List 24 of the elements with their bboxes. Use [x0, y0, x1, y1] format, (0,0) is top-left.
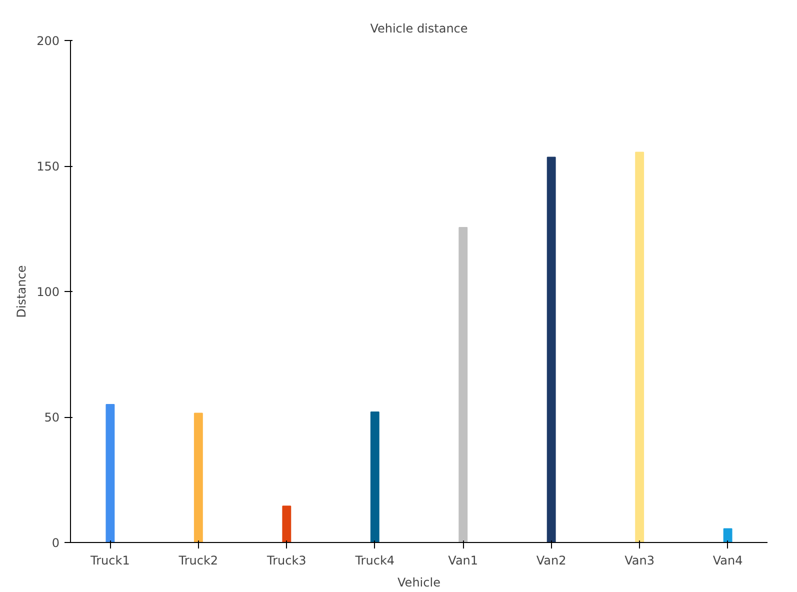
bar	[635, 152, 644, 542]
y-tick-label: 200	[36, 34, 60, 48]
bar	[458, 226, 468, 542]
x-tick-label: Van3	[624, 554, 655, 568]
x-tick-label: Truck2	[178, 554, 218, 568]
y-tick-label: 100	[36, 285, 60, 299]
bar	[194, 412, 203, 542]
bar	[546, 156, 556, 542]
x-axis-title: Vehicle	[398, 576, 440, 590]
y-axis-title: Distance	[14, 265, 29, 318]
bar	[106, 404, 115, 542]
y-tick-label: 50	[44, 410, 60, 424]
y-tick-label: 150	[36, 160, 60, 174]
x-tick-label: Van2	[536, 554, 566, 568]
x-tick-label: Truck1	[90, 554, 130, 568]
x-tick-label: Van1	[448, 554, 478, 568]
bar	[282, 506, 292, 542]
y-tick-label: 0	[52, 536, 60, 550]
bar	[723, 528, 732, 542]
chart-title: Vehicle distance	[370, 22, 468, 36]
x-tick-label: Van4	[712, 554, 743, 568]
x-tick-label: Truck4	[354, 554, 395, 568]
x-tick-label: Truck3	[266, 554, 306, 568]
bar	[370, 411, 380, 542]
